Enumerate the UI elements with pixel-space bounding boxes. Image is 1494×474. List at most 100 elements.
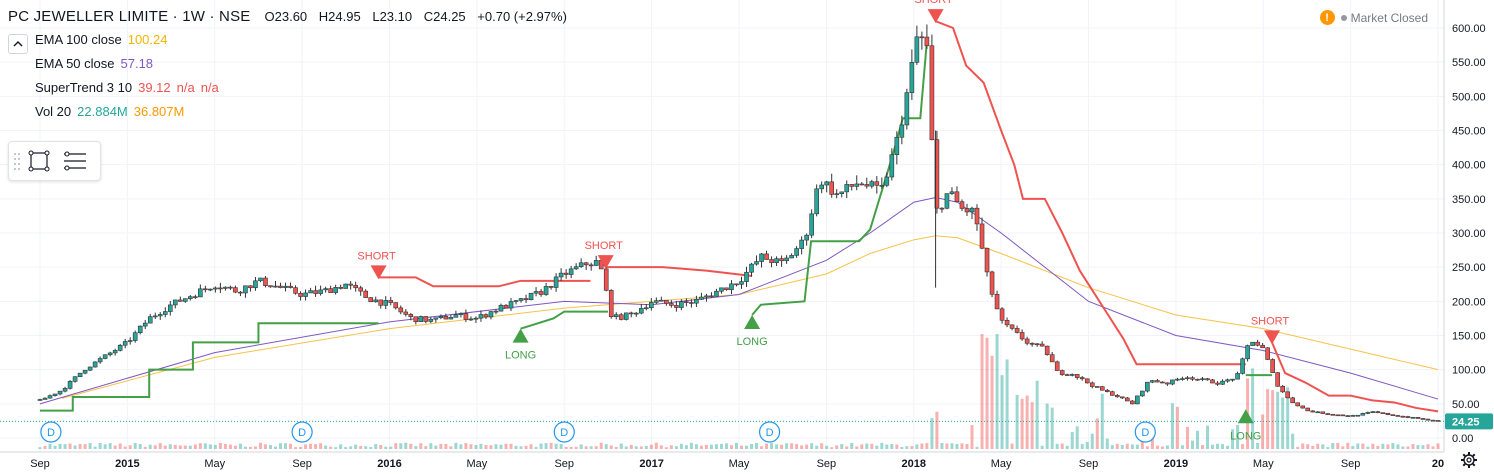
candle-body xyxy=(1320,411,1326,414)
volume-bar xyxy=(1110,445,1114,449)
candle xyxy=(132,330,138,343)
candle xyxy=(218,282,223,294)
candle xyxy=(874,176,880,194)
drawing-toolbox[interactable] xyxy=(8,141,101,181)
candle-body xyxy=(839,191,845,194)
candle xyxy=(1034,343,1040,347)
candle xyxy=(228,285,233,290)
candle-body xyxy=(734,283,739,286)
volume-bar xyxy=(444,443,448,449)
volume-bar xyxy=(1040,445,1044,449)
volume-bar xyxy=(78,444,82,449)
volume-bar xyxy=(1356,443,1360,449)
rectangle-tool-button[interactable] xyxy=(21,146,57,176)
dividend-marker[interactable]: D xyxy=(40,421,62,443)
candle-body xyxy=(1079,377,1085,380)
candle-body xyxy=(618,314,624,320)
indicator-row[interactable]: EMA 50 close 57.18 xyxy=(8,52,575,76)
candle xyxy=(1079,376,1085,381)
dividend-marker[interactable]: D xyxy=(758,421,781,443)
candle xyxy=(92,361,98,368)
candle xyxy=(949,187,955,195)
symbol-title[interactable]: PC JEWELLER LIMITE · 1W · NSE xyxy=(8,8,251,25)
warning-icon[interactable]: ! xyxy=(1319,10,1335,25)
candle-body xyxy=(709,295,714,298)
indicator-row[interactable]: Vol 20 22.884M 36.807M xyxy=(8,100,575,124)
time-axis[interactable]: Sep 2015 May Sep 2016 May Sep 2017 May Sep 2018 May… xyxy=(0,451,1444,470)
price-tick-label: 600.00 xyxy=(1452,23,1486,35)
candle-body xyxy=(689,302,694,304)
indicator-row[interactable]: EMA 100 close 100.24 xyxy=(8,28,575,52)
dividend-circle xyxy=(553,421,575,443)
collapse-legend-button[interactable] xyxy=(8,34,28,54)
candle-body xyxy=(959,201,965,209)
candle-body xyxy=(914,36,920,63)
candle xyxy=(864,177,870,189)
candle-body xyxy=(819,184,824,190)
volume-bar xyxy=(629,444,633,449)
candle-body xyxy=(1024,338,1030,344)
candle-body xyxy=(583,262,589,266)
candle xyxy=(358,285,363,296)
candle-body xyxy=(1230,378,1235,381)
gear-icon[interactable] xyxy=(1460,451,1478,469)
candle-body xyxy=(42,397,48,400)
volume-bar xyxy=(434,445,438,449)
signal-label: SHORT xyxy=(1251,315,1290,327)
candle xyxy=(42,397,48,400)
volume-bar xyxy=(755,442,759,449)
volume-bar xyxy=(469,444,473,449)
candle xyxy=(1145,381,1150,393)
candle-body xyxy=(989,271,995,295)
candle xyxy=(1130,400,1135,405)
volume-bar xyxy=(419,443,423,449)
candle xyxy=(1029,342,1035,347)
candle-body xyxy=(1355,414,1361,417)
candle xyxy=(613,312,619,320)
volume-bar xyxy=(399,443,403,449)
candle-body xyxy=(493,310,499,313)
candle xyxy=(363,289,368,298)
volume-bar xyxy=(734,442,738,449)
volume-bar xyxy=(309,443,313,449)
candle-body xyxy=(203,288,208,291)
dividend-marker[interactable]: D xyxy=(553,421,575,443)
market-status[interactable]: ! Market Closed xyxy=(1319,10,1428,25)
dividend-marker[interactable]: D xyxy=(291,421,313,443)
dividend-marker[interactable]: D xyxy=(1134,421,1156,443)
volume-bar xyxy=(379,444,383,449)
candle-body xyxy=(528,292,534,301)
volume-bar xyxy=(719,443,723,449)
candle xyxy=(1099,385,1105,391)
volume-bar xyxy=(289,443,293,449)
candle-body xyxy=(458,313,464,316)
candle-body xyxy=(764,253,769,260)
candle xyxy=(1250,341,1255,346)
volume-bar xyxy=(223,444,227,449)
candle xyxy=(684,298,689,307)
candle-body xyxy=(313,290,318,294)
candle xyxy=(1380,412,1386,415)
candle-body xyxy=(107,352,113,356)
candle-body xyxy=(298,292,303,297)
candle xyxy=(724,287,729,291)
candle xyxy=(583,261,589,271)
volume-bar xyxy=(138,443,142,449)
candle xyxy=(714,288,719,297)
candle-body xyxy=(178,299,183,302)
volume-bar xyxy=(599,442,603,449)
drag-handle-icon[interactable] xyxy=(13,151,21,171)
candle xyxy=(904,88,910,130)
indicator-row[interactable]: SuperTrend 3 10 39.12 n/a n/a xyxy=(8,76,575,100)
candle xyxy=(563,269,569,279)
ohlc-values: O23.60 H24.95 L23.10 C24.25 +0.70 (+2.97… xyxy=(265,7,575,27)
volume-bar xyxy=(1331,443,1335,449)
candle-body xyxy=(218,287,223,290)
time-tick-label: 2019 xyxy=(1164,458,1188,470)
volume-bar xyxy=(369,446,373,449)
candle xyxy=(1360,412,1366,416)
settings-list-button[interactable] xyxy=(57,146,93,176)
